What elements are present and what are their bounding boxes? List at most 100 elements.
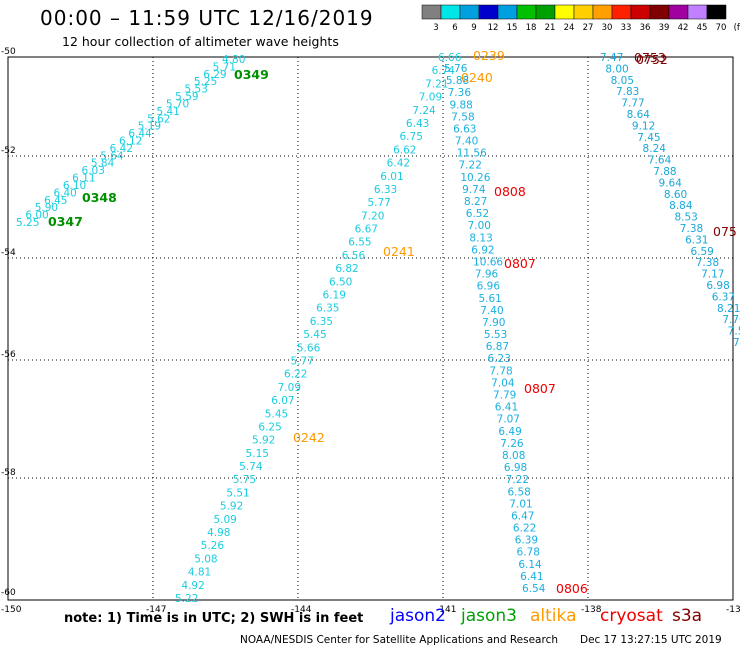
pass-time: 0807: [524, 381, 556, 396]
wave-height-label: 4.98: [207, 527, 230, 539]
wave-height-label: 6.07: [271, 395, 294, 407]
pass-time: 0808: [494, 184, 526, 199]
wave-height-label: 6.67: [355, 224, 378, 236]
footnote: note: 1) Time is in UTC; 2) SWH is in fe…: [64, 611, 364, 626]
wave-height-label: 5.92: [220, 501, 243, 513]
wave-height-label: 5.71: [213, 61, 236, 73]
wave-height-label: 6.62: [393, 144, 416, 156]
pass-time: 0240: [461, 70, 493, 85]
scale-label: 45: [697, 23, 708, 33]
scale-label: (ft): [734, 23, 740, 33]
wave-height-label: 8.84: [669, 200, 693, 212]
scale-swatch: [649, 4, 670, 20]
wave-height-label: 5.75: [233, 474, 256, 486]
wave-height-label: 6.92: [471, 244, 494, 256]
scale-label: 9: [471, 23, 476, 33]
pass-time: 0348: [82, 190, 117, 205]
wave-height-label: 6.22: [513, 523, 536, 535]
wave-height-label: 6.01: [380, 171, 403, 183]
wave-height-label: 7: [733, 337, 740, 349]
wave-height-label: 5.45: [265, 408, 288, 420]
wave-height-label: 6.35: [316, 303, 339, 315]
wave-height-label: 6.59: [690, 246, 713, 258]
wave-height-label: 7.78: [489, 365, 512, 377]
scale-swatch: [535, 4, 556, 20]
wave-height-label: 11.56: [457, 148, 487, 160]
wave-height-label: 6.82: [335, 263, 358, 275]
wave-height-label: 10.66: [473, 256, 503, 268]
wave-height-label: 6.74: [432, 65, 456, 77]
wave-height-label: 5.76: [444, 63, 468, 75]
lon-label: -147: [146, 605, 166, 615]
scale-swatch: [592, 4, 613, 20]
pass-time: 075: [713, 224, 737, 239]
wave-height-label: 6.31: [685, 234, 708, 246]
wave-height-label: 5.08: [194, 553, 217, 565]
wave-height-label: 8.53: [674, 212, 697, 224]
wave-height-label: 7.90: [482, 317, 505, 329]
scale-label: 30: [602, 23, 613, 33]
wave-height-label: 7.40: [480, 305, 503, 317]
wave-height-label: 6.75: [400, 131, 423, 143]
wave-height-label: 7.01: [509, 498, 532, 510]
wave-height-label: 6.87: [486, 341, 509, 353]
wave-height-label: 7.38: [696, 257, 719, 269]
scale-label: 18: [526, 23, 537, 33]
wave-height-label: 7.47: [600, 52, 623, 64]
wave-height-label: 5.22: [175, 593, 198, 605]
wave-height-label: 6.03: [82, 165, 105, 177]
pass-time: 0242: [293, 430, 325, 445]
wave-height-label: 7.22: [459, 160, 482, 172]
wave-height-label: 6.12: [119, 136, 142, 148]
wave-height-label: 9.88: [449, 99, 472, 111]
wave-height-label: 5.88: [446, 75, 469, 87]
wave-height-label: 5.45: [303, 329, 326, 341]
scale-swatch: [687, 4, 708, 20]
wave-height-label: 7.07: [497, 414, 520, 426]
wave-height-label: 6.45: [44, 195, 67, 207]
wave-height-label: 5.66: [297, 342, 321, 354]
wave-height-label: 6.63: [453, 123, 476, 135]
wave-height-label: 7.77: [621, 98, 644, 110]
wave-height-label: 6.52: [466, 208, 489, 220]
wave-height-label: 6.55: [348, 237, 371, 249]
wave-height-label: 6.37: [712, 291, 735, 303]
wave-height-label: 6.10: [63, 180, 86, 192]
pass-time: 0241: [383, 244, 415, 259]
pass-time: 0752: [636, 52, 668, 67]
lat-label: -56: [1, 350, 16, 360]
wave-height-label: 4.80: [222, 54, 245, 66]
wave-height-label: 5.84: [91, 158, 115, 170]
scale-label: 36: [640, 23, 651, 33]
scale-label: 42: [678, 23, 689, 33]
map-subtitle: 12 hour collection of altimeter wave hei…: [62, 34, 339, 49]
scale-swatch: [630, 4, 651, 20]
scale-label: 3: [433, 23, 438, 33]
wave-height-label: 5.77: [367, 197, 390, 209]
scale-label: 21: [545, 23, 556, 33]
lat-label: -58: [1, 468, 16, 478]
wave-height-label: 8.08: [502, 450, 525, 462]
wave-height-label: 5.62: [147, 113, 170, 125]
lat-label: -54: [1, 248, 16, 258]
wave-height-label: 7.64: [648, 155, 672, 167]
wave-height-label: 7.76: [722, 314, 740, 326]
scale-swatch: [611, 4, 632, 20]
wave-height-label: 7.17: [701, 269, 724, 281]
scale-label: 6: [452, 23, 457, 33]
scale-label: 33: [621, 23, 632, 33]
wave-height-label: 6.39: [515, 535, 538, 547]
wave-height-label: 7.20: [361, 210, 384, 222]
scale-swatch: [668, 4, 689, 20]
wave-height-label: 7.21: [425, 78, 448, 90]
credit: NOAA/NESDIS Center for Satellite Applica…: [240, 634, 558, 646]
wave-height-label: 6.66: [438, 52, 462, 64]
wave-height-label: 7.24: [412, 105, 436, 117]
wave-height-label: 7.38: [680, 223, 703, 235]
scale-swatch: [497, 4, 518, 20]
scale-swatch: [573, 4, 594, 20]
wave-height-label: 6.19: [323, 290, 346, 302]
scale-label: 12: [488, 23, 499, 33]
wave-height-label: 5.41: [156, 106, 179, 118]
lat-label: -52: [1, 146, 16, 156]
